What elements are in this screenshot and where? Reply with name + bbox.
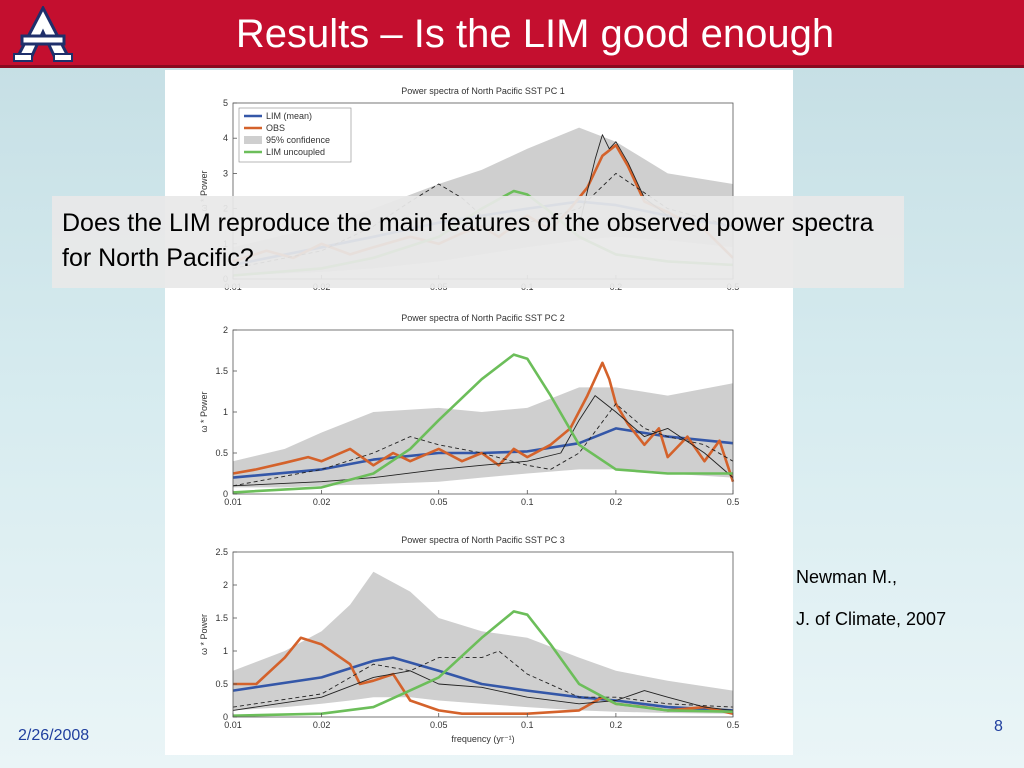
series-line-thin-solid (578, 134, 668, 227)
x-tick-label: 0.1 (521, 720, 534, 730)
y-axis-label: ω * Power (199, 170, 209, 211)
y-tick-label: 1.5 (215, 366, 228, 376)
series-line-lim-uncoupled (232, 353, 733, 494)
page-number: 8 (994, 718, 1003, 735)
chart-title: Power spectra of North Pacific SST PC 1 (401, 86, 564, 96)
legend-swatch (244, 136, 262, 144)
chart-panel-pc2: Power spectra of North Pacific SST PC 2 0… (199, 313, 740, 507)
y-tick-label: 0 (223, 489, 228, 499)
citation: Newman M., J. of Climate, 2007 (796, 566, 946, 650)
y-tick-label: 1 (223, 407, 228, 417)
spectra-figure: Power spectra of North Pacific SST PC 1 0… (165, 70, 793, 755)
citation-journal: J. of Climate, 2007 (796, 609, 947, 629)
y-tick-label: 5 (223, 98, 228, 108)
slide-header: Results – Is the LIM good enough (0, 0, 1024, 68)
legend-entry: 95% confidence (266, 135, 330, 145)
series-line-thin-solid (232, 670, 734, 711)
y-tick-label: 0.5 (215, 448, 228, 458)
series-line-lim-mean- (232, 656, 734, 712)
y-tick-label: 3 (223, 168, 228, 178)
x-tick-label: 0.5 (727, 720, 740, 730)
y-tick-label: 0 (223, 712, 228, 722)
x-axis-label: frequency (yr⁻¹) (451, 734, 514, 744)
x-tick-label: 0.02 (313, 497, 331, 507)
y-axis-label: ω * Power (199, 391, 209, 432)
university-a-logo-icon (13, 6, 73, 62)
chart-title: Power spectra of North Pacific SST PC 3 (401, 535, 564, 545)
chart-legend: LIM (mean) OBS 95% confidence LIM uncoupled (238, 107, 352, 163)
y-tick-label: 2.5 (215, 547, 228, 557)
citation-author: Newman M., (796, 567, 898, 587)
series-line-thin-dashed (232, 403, 734, 487)
x-tick-label: 0.05 (430, 497, 448, 507)
plot-frame (232, 551, 734, 718)
x-tick-label: 0.02 (313, 720, 331, 730)
x-tick-label: 0.5 (727, 497, 740, 507)
y-axis-label: ω * Power (199, 614, 209, 655)
x-tick-label: 0.2 (610, 497, 623, 507)
legend-entry: LIM uncoupled (266, 147, 325, 157)
y-tick-label: 1 (223, 646, 228, 656)
y-tick-label: 4 (223, 133, 228, 143)
x-tick-label: 0.01 (224, 720, 242, 730)
series-line-obs (232, 361, 735, 483)
series-line-thin-solid (232, 395, 734, 487)
x-tick-label: 0.01 (224, 497, 242, 507)
legend-entry: OBS (266, 123, 285, 133)
slide-date: 2/26/2008 (18, 727, 90, 744)
confidence-band (233, 571, 733, 714)
question-box: Does the LIM reproduce the main features… (52, 196, 904, 288)
y-tick-label: 2 (223, 580, 228, 590)
chart-panel-pc3: Power spectra of North Pacific SST PC 3 0… (199, 535, 740, 744)
series-line-lim-uncoupled (232, 610, 734, 717)
legend-entry: LIM (mean) (266, 111, 312, 121)
y-tick-label: 2 (223, 325, 228, 335)
x-tick-label: 0.05 (430, 720, 448, 730)
x-tick-label: 0.1 (521, 497, 534, 507)
slide-title: Results – Is the LIM good enough (235, 12, 835, 56)
x-tick-label: 0.2 (610, 720, 623, 730)
chart-title: Power spectra of North Pacific SST PC 2 (401, 313, 564, 323)
y-tick-label: 0.5 (215, 679, 228, 689)
y-tick-label: 1.5 (215, 613, 228, 623)
series-line-lim-mean- (232, 427, 734, 479)
